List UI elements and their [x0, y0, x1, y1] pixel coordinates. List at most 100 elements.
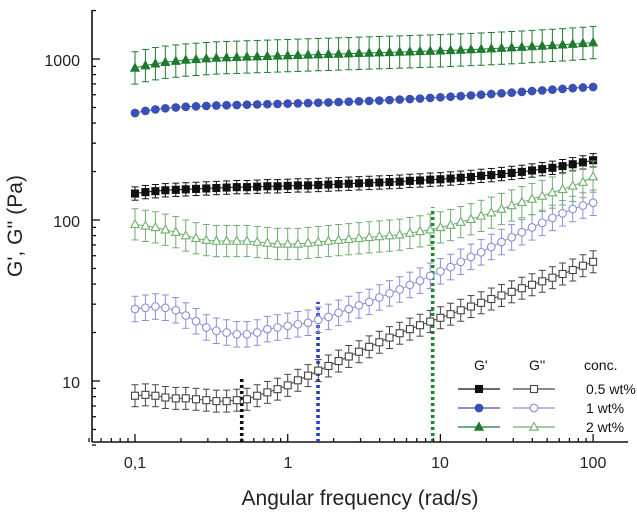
data-point: [548, 85, 557, 95]
data-point: [232, 183, 241, 192]
data-point: [496, 203, 507, 213]
data-point: [324, 312, 333, 322]
data-point: [334, 180, 343, 189]
data-point: [273, 99, 282, 109]
data-point: [130, 304, 140, 314]
data-point: [354, 96, 364, 106]
data-point: [477, 171, 486, 180]
data-point: [526, 193, 538, 203]
data-point: [425, 93, 435, 103]
data-point: [374, 293, 384, 302]
data-point: [253, 182, 262, 191]
data-point: [415, 321, 425, 330]
data-point: [263, 182, 272, 191]
data-point: [364, 297, 374, 307]
data-point: [466, 91, 476, 100]
data-point: [445, 219, 456, 229]
data-point: [537, 40, 548, 50]
legend-header-g-double-prime: G'': [529, 357, 545, 373]
series-3: [130, 250, 598, 413]
data-point: [242, 100, 252, 110]
series-line: [134, 176, 594, 245]
data-point: [303, 318, 313, 328]
data-point: [414, 45, 426, 56]
data-point: [263, 324, 272, 334]
legend-marker: [474, 384, 484, 394]
data-point: [375, 338, 384, 347]
data-point: [252, 100, 262, 109]
data-point: [405, 280, 415, 290]
data-point: [190, 53, 202, 64]
data-point: [252, 328, 262, 337]
data-point: [527, 280, 537, 289]
data-point: [506, 42, 517, 52]
data-point: [191, 102, 201, 111]
data-point: [517, 227, 527, 237]
data-point: [313, 48, 324, 59]
data-point: [160, 224, 171, 234]
data-point: [324, 180, 333, 189]
data-point: [242, 395, 252, 404]
data-point: [262, 50, 273, 61]
data-point: [486, 89, 496, 99]
data-point: [425, 45, 436, 55]
data-point: [476, 90, 486, 100]
data-point: [181, 311, 191, 320]
data-point: [364, 96, 374, 106]
data-point: [141, 188, 150, 197]
data-point: [385, 289, 394, 298]
data-point: [374, 96, 384, 105]
data-point: [497, 88, 506, 98]
data-point: [547, 186, 558, 197]
data-point: [334, 97, 343, 107]
data-point: [365, 342, 374, 351]
x-tick-label: 0,1: [124, 455, 146, 472]
data-point: [446, 92, 455, 102]
data-point: [293, 99, 303, 108]
data-point: [171, 103, 181, 112]
x-tick-label: 10: [431, 455, 449, 472]
data-point: [466, 302, 475, 311]
data-point: [141, 303, 150, 313]
data-point: [587, 170, 599, 181]
data-point: [313, 98, 323, 108]
data-point: [507, 88, 517, 98]
data-point: [486, 207, 497, 217]
data-point: [171, 185, 180, 194]
data-point: [354, 301, 364, 310]
data-point: [568, 265, 577, 275]
data-point: [465, 43, 477, 54]
data-point: [151, 187, 160, 196]
data-point: [283, 321, 293, 331]
data-point: [344, 179, 353, 188]
data-point: [435, 221, 446, 232]
series-line: [134, 86, 594, 114]
data-series: [129, 25, 599, 413]
data-point: [547, 39, 558, 50]
data-point: [578, 158, 587, 167]
data-point: [456, 257, 466, 267]
y-axis-title: G', G'' (Pa): [4, 175, 27, 277]
data-point: [170, 55, 181, 65]
data-point: [333, 234, 344, 244]
data-point: [180, 54, 191, 64]
data-point: [222, 183, 231, 192]
data-point: [475, 43, 487, 53]
data-point: [436, 175, 445, 184]
data-point: [415, 176, 425, 185]
data-point: [567, 180, 578, 190]
data-point: [436, 313, 445, 322]
data-point: [538, 277, 547, 286]
data-point: [558, 84, 567, 94]
data-point: [405, 325, 414, 334]
data-point: [130, 189, 140, 198]
data-point: [374, 47, 385, 57]
data-point: [160, 56, 171, 66]
data-point: [436, 92, 445, 102]
data-point: [343, 233, 354, 243]
data-point: [221, 235, 232, 245]
data-point: [212, 183, 221, 193]
data-point: [283, 99, 293, 109]
data-point: [232, 100, 242, 110]
data-point: [497, 291, 506, 300]
